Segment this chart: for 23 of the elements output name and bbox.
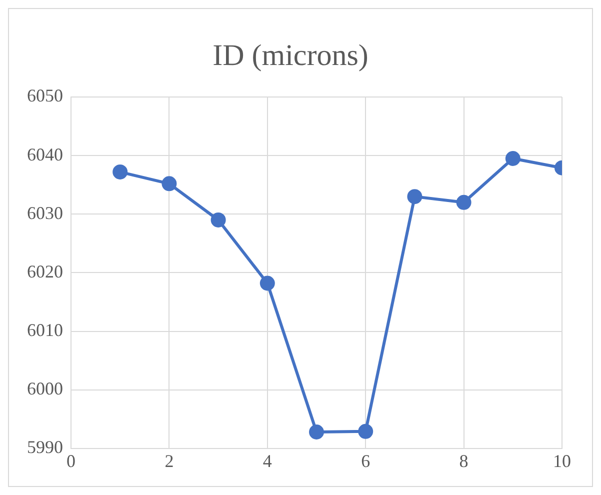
x-tick-label: 0 (66, 450, 76, 471)
y-tick-label: 5990 (27, 437, 63, 458)
point (456, 194, 472, 210)
x-tick-label: 6 (361, 450, 370, 471)
chart-title: ID (microns) (212, 38, 368, 72)
y-tick-label: 6050 (27, 86, 63, 106)
y-tick-label: 6010 (27, 320, 63, 340)
point (407, 189, 422, 204)
x-tick-label: 2 (164, 450, 174, 471)
x-tick-label: 10 (553, 450, 571, 471)
x-tick-label: 8 (459, 450, 468, 471)
x-tick-label: 4 (262, 450, 272, 471)
point (309, 424, 324, 440)
point (162, 176, 177, 192)
point (505, 150, 520, 166)
point (260, 276, 275, 291)
y-tick-label: 6030 (27, 202, 63, 223)
y-tick-label: 6000 (27, 378, 63, 399)
point (210, 212, 226, 228)
point (112, 164, 128, 180)
y-tick-label: 6020 (27, 261, 63, 282)
y-tick-label: 6040 (27, 144, 63, 164)
point (358, 424, 374, 439)
